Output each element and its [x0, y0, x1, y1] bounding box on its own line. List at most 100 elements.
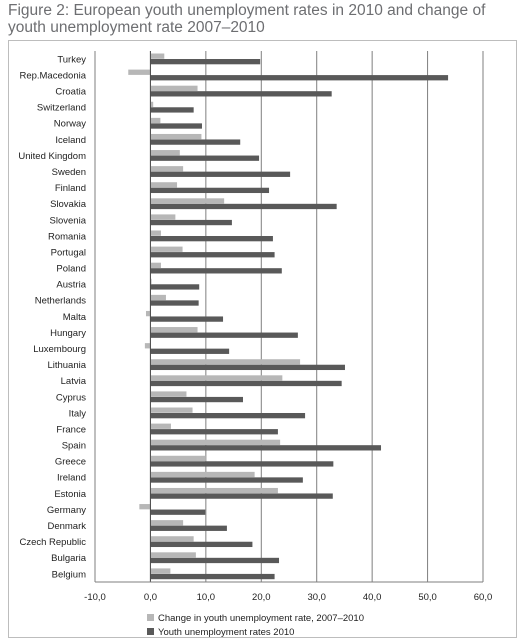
bar-rate	[150, 525, 227, 531]
category-label: Ireland	[57, 473, 86, 484]
category-label: Cyprus	[56, 392, 86, 403]
tick-label: 20,0	[252, 592, 271, 603]
bar-rate	[150, 477, 303, 483]
bar-change	[150, 294, 166, 301]
category-label: Portugal	[51, 247, 86, 258]
category-label: Iceland	[55, 135, 86, 146]
bar-change	[150, 262, 161, 268]
bar-change	[150, 375, 283, 381]
bar-change	[150, 359, 301, 365]
category-label: Luxembourg	[33, 344, 86, 355]
bar-rate	[150, 461, 334, 467]
bar-rate	[150, 91, 332, 97]
bar-rate	[150, 203, 337, 210]
bar-rate	[150, 364, 345, 371]
bar-change	[150, 439, 281, 445]
category-label: Turkey	[57, 54, 86, 65]
bar-rate	[150, 139, 241, 145]
legend-label-rate: Youth unemployment rates 2010	[158, 627, 294, 638]
category-label: Czech Republic	[19, 537, 86, 548]
bar-rate	[150, 429, 278, 435]
bar-rate	[150, 75, 449, 81]
legend-label-change: Change in youth unemployment rate, 2007–…	[158, 613, 364, 624]
bar-change	[128, 69, 151, 75]
bar-rate	[150, 123, 202, 129]
bar-change	[150, 407, 193, 413]
bar-change	[144, 343, 151, 349]
bar-rate	[150, 573, 275, 580]
category-label: Poland	[56, 264, 86, 275]
category-label: Malta	[63, 312, 87, 323]
bar-rate	[150, 316, 224, 322]
bar-change	[150, 552, 196, 558]
category-label: Bulgaria	[51, 553, 87, 564]
bar-change	[150, 53, 165, 59]
bar-change	[150, 455, 206, 462]
bar-change	[150, 487, 278, 494]
legend-swatch-rate	[147, 628, 154, 635]
category-label: Hungary	[50, 328, 86, 339]
category-label: Norway	[54, 119, 86, 130]
tick-label: 60,0	[474, 592, 493, 603]
tick-label: 30,0	[307, 592, 326, 603]
bar-rate	[150, 268, 282, 274]
category-label: United Kingdom	[18, 151, 86, 162]
category-label: Spain	[62, 441, 86, 452]
category-label: Italy	[69, 408, 87, 419]
bar-rate	[150, 300, 199, 306]
bar-change	[150, 391, 187, 397]
bar-rate	[150, 236, 273, 242]
bar-rate	[150, 107, 194, 113]
bar-change	[150, 150, 180, 156]
bar-rate	[150, 396, 243, 403]
bar-change	[150, 166, 184, 172]
bar-rate	[150, 219, 232, 226]
category-label: Finland	[55, 183, 86, 194]
category-label: Croatia	[55, 87, 86, 98]
bar-rate	[150, 284, 200, 290]
bar-change	[150, 198, 225, 204]
tick-label: 0,0	[144, 592, 157, 603]
bar-change	[150, 133, 202, 140]
bar-change	[150, 471, 255, 478]
category-label: Estonia	[54, 489, 86, 500]
bar-change	[150, 182, 178, 188]
category-label: Slovenia	[50, 215, 87, 226]
bar-change	[150, 278, 152, 285]
category-label: France	[56, 424, 86, 435]
tick-label: 10,0	[197, 592, 216, 603]
bar-change	[150, 423, 171, 429]
category-label: Romania	[48, 231, 87, 242]
bar-change	[150, 117, 161, 124]
bar-rate	[150, 413, 306, 419]
bar-change	[150, 536, 194, 542]
category-label: Netherlands	[35, 296, 86, 307]
chart-frame	[8, 40, 517, 638]
legend-swatch-change	[147, 614, 154, 621]
category-label: Greece	[55, 457, 86, 468]
category-label: Austria	[56, 280, 86, 291]
bar-rate	[150, 59, 261, 65]
bar-rate	[150, 155, 260, 161]
bar-change	[150, 101, 154, 108]
category-label: Rep.Macedonia	[19, 70, 86, 81]
bar-change	[150, 327, 198, 333]
category-label: Denmark	[47, 521, 86, 532]
bar-change	[139, 504, 151, 510]
bar-rate	[150, 171, 291, 177]
category-label: Germany	[47, 505, 86, 516]
bar-rate	[150, 332, 298, 338]
category-label: Belgium	[52, 569, 86, 580]
bar-change	[150, 568, 171, 574]
bar-change	[145, 310, 151, 317]
bar-rate	[150, 541, 253, 548]
category-label: Lithuania	[47, 360, 86, 371]
bar-rate	[150, 380, 342, 387]
bar-rate	[150, 348, 230, 354]
bar-rate	[150, 187, 270, 194]
bar-rate	[150, 445, 382, 451]
bar-change	[150, 520, 184, 526]
tick-label: 50,0	[418, 592, 437, 603]
bar-rate	[150, 557, 280, 564]
